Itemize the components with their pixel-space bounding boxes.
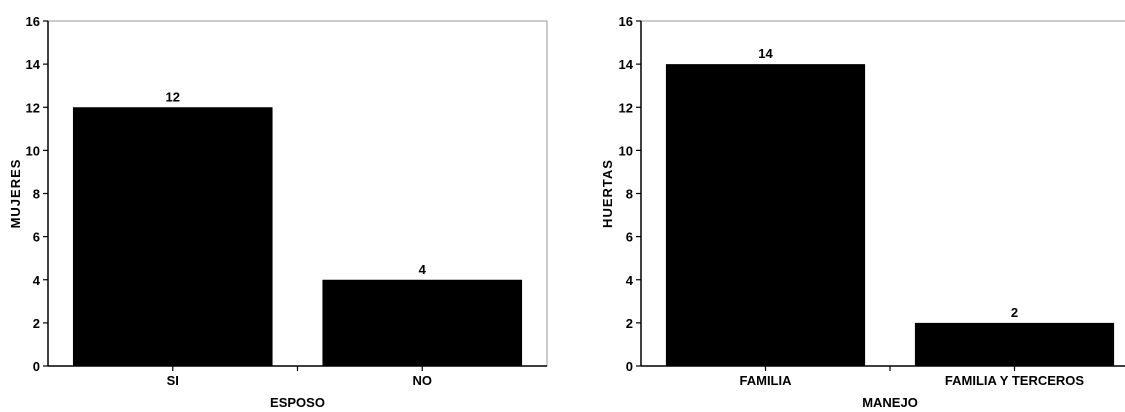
y-tick-label: 0 — [33, 359, 40, 374]
y-tick-label: 6 — [33, 230, 40, 245]
x-axis-title: ESPOSO — [270, 395, 325, 410]
x-tick-label: FAMILIA — [740, 373, 793, 388]
x-tick-label: NO — [413, 373, 433, 388]
x-tick-label: SI — [167, 373, 179, 388]
y-tick-label: 12 — [619, 100, 633, 115]
bar-si — [72, 107, 273, 366]
bar-familia — [665, 64, 866, 366]
y-tick-label: 0 — [626, 359, 633, 374]
y-tick-label: 6 — [626, 230, 633, 245]
y-tick-label: 10 — [26, 143, 40, 158]
y-tick-label: 2 — [626, 316, 633, 331]
bar-no — [322, 279, 523, 366]
y-tick-label: 2 — [33, 316, 40, 331]
y-tick-label: 8 — [33, 187, 40, 202]
y-tick-label: 10 — [619, 143, 633, 158]
y-tick-label: 16 — [619, 14, 633, 29]
y-tick-label: 4 — [626, 273, 634, 288]
x-tick-label: FAMILIA Y TERCEROS — [945, 373, 1084, 388]
bar-familia-y-terceros — [914, 322, 1115, 366]
data-label: 4 — [419, 262, 427, 277]
y-axis-title: MUJERES — [8, 159, 23, 229]
y-axis-title: HUERTAS — [600, 159, 615, 228]
chart-mujeres-esposo: 0 2 4 6 8 10 12 14 16 12 SI 4 NO ESPOSO MUJERES — [8, 14, 548, 410]
chart-huertas-manejo: 0 2 4 6 8 10 12 14 16 14 FAMILIA 2 FAMILIA Y TERCERO… — [600, 14, 1125, 410]
y-tick-label: 12 — [26, 100, 40, 115]
x-axis-title: MANEJO — [862, 395, 918, 410]
y-tick-label: 4 — [33, 273, 41, 288]
y-tick-label: 14 — [619, 57, 634, 72]
data-label: 12 — [166, 89, 180, 104]
y-tick-label: 14 — [26, 57, 41, 72]
data-label: 14 — [758, 46, 773, 61]
y-tick-label: 8 — [626, 187, 633, 202]
y-tick-label: 16 — [26, 14, 40, 29]
data-label: 2 — [1011, 305, 1018, 320]
